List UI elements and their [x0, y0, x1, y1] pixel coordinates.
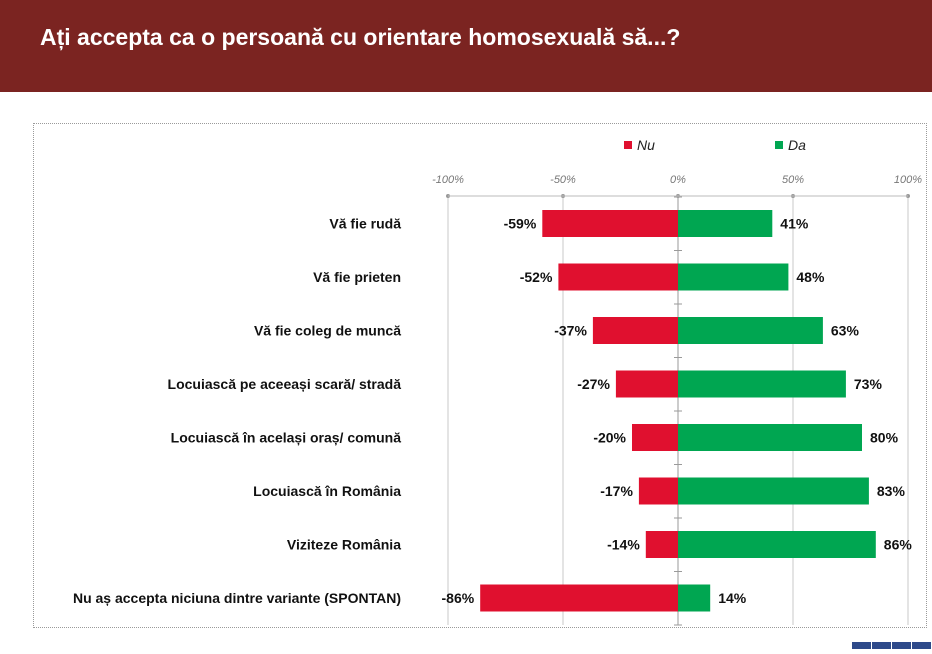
category-label: Vă fie prieten [313, 269, 401, 285]
legend-swatch-nu [624, 141, 632, 149]
data-label-nu: -52% [520, 269, 553, 285]
chart-frame [33, 123, 927, 628]
bar-nu [542, 210, 678, 237]
data-label-da: 14% [718, 590, 747, 606]
data-label-nu: -27% [577, 376, 610, 392]
bar-da [678, 531, 876, 558]
legend-label-nu: Nu [637, 137, 655, 153]
legend: Nu Da [624, 137, 806, 153]
category-label: Viziteze România [287, 537, 401, 553]
legend-label-da: Da [788, 137, 806, 153]
data-label-da: 41% [780, 216, 809, 232]
data-label-da: 73% [854, 376, 883, 392]
data-label-da: 63% [831, 323, 860, 339]
bar-nu [558, 263, 678, 291]
corner-decoration [852, 636, 932, 649]
tick-label: 50% [782, 174, 804, 186]
category-label: Locuiască pe aceeași scară/ stradă [168, 376, 402, 392]
data-label-da: 83% [877, 483, 906, 499]
category-label: Locuiască în același oraș/ comună [171, 430, 402, 446]
bar-da [678, 477, 869, 505]
bars-layer [480, 210, 876, 612]
bar-nu [480, 584, 678, 612]
data-label-nu: -17% [600, 483, 633, 499]
category-label: Vă fie coleg de muncă [254, 323, 401, 339]
data-label-nu: -14% [607, 537, 640, 553]
page-title: Ați accepta ca o persoană cu orientare h… [40, 24, 681, 50]
data-label-da: 48% [796, 269, 825, 285]
tick-label: -50% [550, 174, 576, 186]
bar-nu [645, 531, 678, 558]
bar-da [678, 210, 773, 237]
category-label: Vă fie rudă [329, 216, 401, 232]
bar-da [678, 424, 862, 451]
data-label-nu: -59% [504, 216, 537, 232]
bar-nu [632, 424, 678, 451]
bar-da [678, 263, 789, 291]
data-label-da: 86% [884, 537, 913, 553]
labels-layer: Vă fie rudă -59% 41% Vă fie prieten -52% 48% V… [73, 216, 912, 607]
bar-da [678, 317, 823, 344]
bar-nu [638, 477, 678, 505]
tick-label: 0% [670, 174, 686, 186]
grid-layer [446, 194, 910, 626]
bar-da [678, 370, 846, 398]
bar-nu [615, 370, 678, 398]
category-label: Locuiască în România [253, 483, 401, 499]
category-label: Nu aș accepta niciuna dintre variante (S… [73, 590, 401, 606]
header-bar: Ați accepta ca o persoană cu orientare h… [0, 0, 932, 92]
data-label-da: 80% [870, 430, 899, 446]
tick-label: -100% [432, 174, 464, 186]
data-label-nu: -37% [554, 323, 587, 339]
tick-label: 100% [894, 174, 922, 186]
bar-da [678, 584, 711, 612]
tick-layer: -100% -50% 0% 50% 100% [432, 174, 922, 186]
data-label-nu: -20% [593, 430, 626, 446]
bar-nu [592, 317, 678, 344]
data-label-nu: -86% [442, 590, 475, 606]
legend-swatch-da [775, 141, 783, 149]
